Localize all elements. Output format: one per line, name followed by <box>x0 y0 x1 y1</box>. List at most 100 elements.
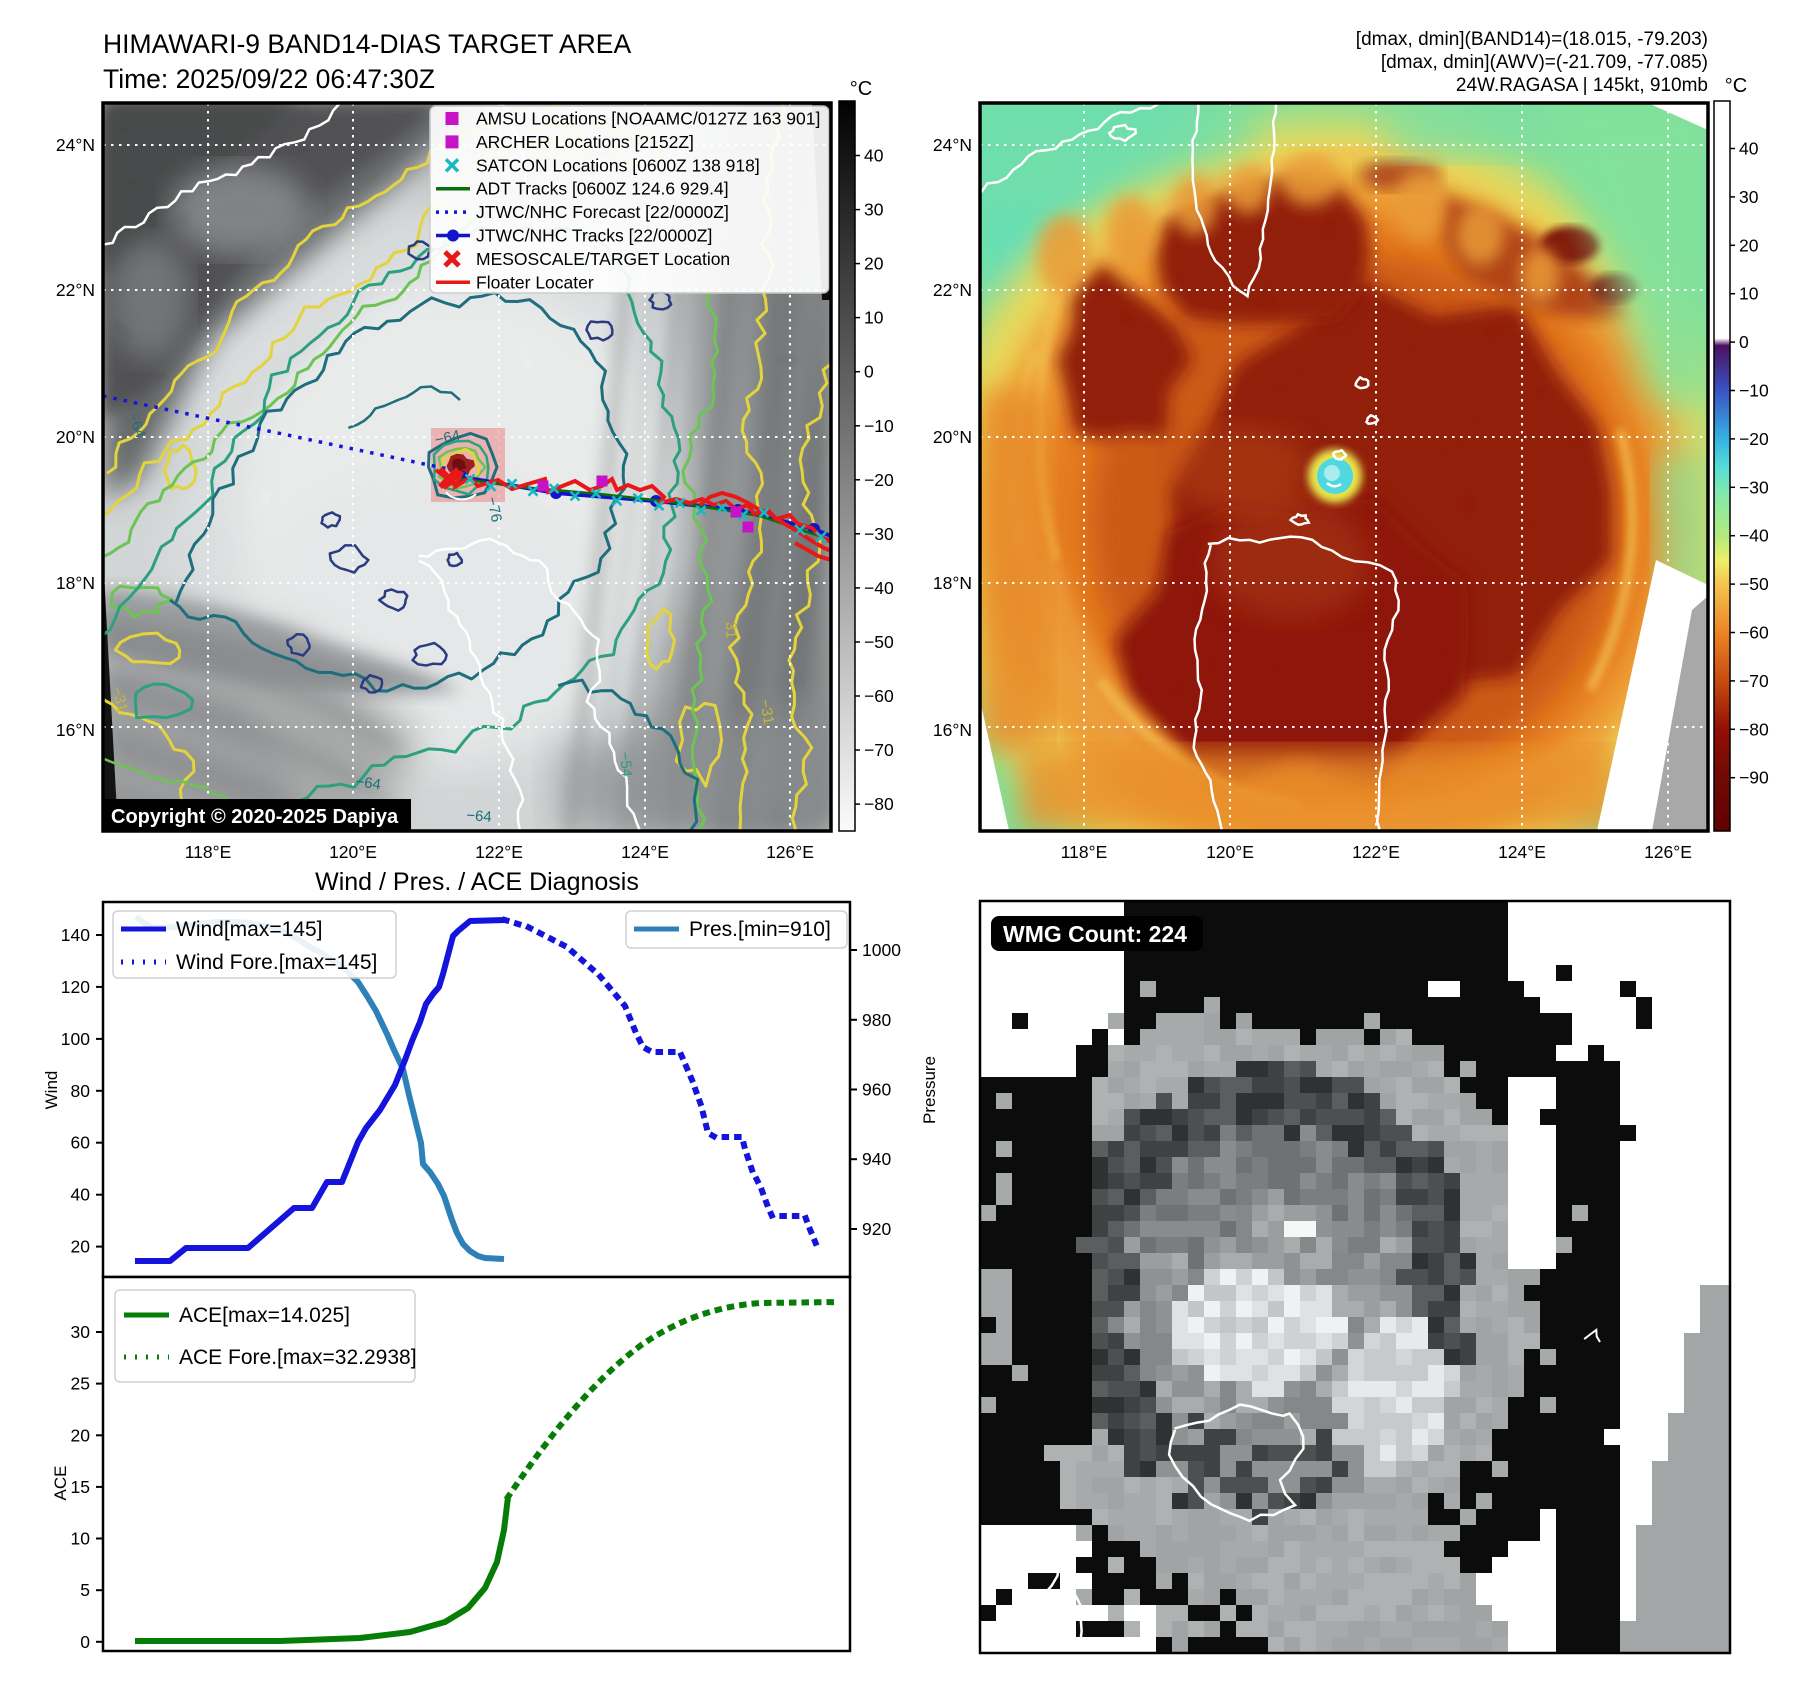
svg-text:5: 5 <box>80 1580 90 1600</box>
svg-text:118°E: 118°E <box>1061 842 1108 862</box>
svg-text:Wind Fore.[max=145]: Wind Fore.[max=145] <box>176 951 377 974</box>
svg-text:80: 80 <box>71 1081 91 1101</box>
svg-text:980: 980 <box>862 1010 891 1030</box>
svg-text:−31: −31 <box>108 685 131 714</box>
svg-text:122°E: 122°E <box>475 842 523 862</box>
svg-text:124°E: 124°E <box>621 842 669 862</box>
svg-text:120: 120 <box>61 977 90 997</box>
svg-text:0: 0 <box>80 1632 90 1652</box>
svg-text:Pressure: Pressure <box>920 1056 939 1124</box>
svg-text:118°E: 118°E <box>185 842 232 862</box>
svg-text:16°N: 16°N <box>56 720 95 740</box>
svg-text:20°N: 20°N <box>933 427 972 447</box>
svg-text:20: 20 <box>71 1425 91 1445</box>
svg-text:Pres.[min=910]: Pres.[min=910] <box>689 918 831 941</box>
svg-text:ADT Tracks [0600Z 124.6 929.4]: ADT Tracks [0600Z 124.6 929.4] <box>476 179 729 199</box>
svg-text:60: 60 <box>71 1133 91 1153</box>
svg-text:100: 100 <box>61 1029 90 1049</box>
svg-text:−20: −20 <box>864 470 894 490</box>
svg-text:40: 40 <box>1739 139 1759 159</box>
svg-text:10: 10 <box>1739 284 1759 304</box>
svg-text:24°N: 24°N <box>933 135 972 155</box>
svg-text:920: 920 <box>862 1219 891 1239</box>
svg-text:−50: −50 <box>864 632 894 652</box>
svg-text:[dmax, dmin](BAND14)=(18.015,: [dmax, dmin](BAND14)=(18.015, -79.203) <box>1356 29 1708 50</box>
svg-text:JTWC/NHC Tracks [22/0000Z]: JTWC/NHC Tracks [22/0000Z] <box>476 226 712 246</box>
svg-text:20: 20 <box>71 1237 91 1257</box>
svg-text:−70: −70 <box>1739 671 1769 691</box>
svg-text:−70: −70 <box>864 740 894 760</box>
svg-text:1000: 1000 <box>862 940 901 960</box>
svg-text:JTWC/NHC Forecast [22/0000Z]: JTWC/NHC Forecast [22/0000Z] <box>476 202 729 222</box>
svg-text:−20: −20 <box>1739 429 1769 449</box>
svg-text:−10: −10 <box>864 416 894 436</box>
svg-text:−64: −64 <box>354 773 382 793</box>
svg-text:−30: −30 <box>864 524 894 544</box>
svg-text:−50: −50 <box>1739 574 1769 594</box>
svg-text:124°E: 124°E <box>1498 842 1546 862</box>
svg-text:−80: −80 <box>1739 719 1769 739</box>
svg-text:10: 10 <box>71 1529 91 1549</box>
svg-text:40: 40 <box>71 1185 91 1205</box>
svg-text:22°N: 22°N <box>56 280 95 300</box>
svg-text:ARCHER Locations [2152Z]: ARCHER Locations [2152Z] <box>476 132 694 152</box>
svg-text:Wind[max=145]: Wind[max=145] <box>176 918 323 941</box>
svg-text:22°N: 22°N <box>933 280 972 300</box>
svg-text:ACE Fore.[max=32.2938]: ACE Fore.[max=32.2938] <box>179 1346 417 1369</box>
svg-text:15: 15 <box>71 1477 90 1497</box>
svg-text:24W.RAGASA | 145kt, 910mb: 24W.RAGASA | 145kt, 910mb <box>1456 75 1708 96</box>
svg-text:MESOSCALE/TARGET Location: MESOSCALE/TARGET Location <box>476 249 730 269</box>
svg-text:AMSU Locations [NOAAMC/0127Z 1: AMSU Locations [NOAAMC/0127Z 163 901] <box>476 109 820 129</box>
svg-text:30: 30 <box>1739 187 1759 207</box>
svg-text:−64: −64 <box>433 427 461 449</box>
svg-text:31: 31 <box>722 622 740 639</box>
svg-text:−40: −40 <box>864 578 894 598</box>
svg-text:126°E: 126°E <box>1644 842 1692 862</box>
svg-text:ACE[max=14.025]: ACE[max=14.025] <box>179 1304 350 1327</box>
svg-text:120°E: 120°E <box>1206 842 1254 862</box>
svg-text:−60: −60 <box>864 686 894 706</box>
svg-text:18°N: 18°N <box>56 573 95 593</box>
svg-text:−30: −30 <box>1739 477 1769 497</box>
svg-text:Floater Locater: Floater Locater <box>476 272 594 292</box>
svg-text:40: 40 <box>864 146 884 166</box>
svg-text:Copyright © 2020-2025 Dapiya: Copyright © 2020-2025 Dapiya <box>111 806 399 828</box>
svg-text:10: 10 <box>864 308 884 328</box>
svg-text:20: 20 <box>1739 235 1759 255</box>
svg-text:Wind / Pres. / ACE Diagnosis: Wind / Pres. / ACE Diagnosis <box>315 868 639 896</box>
svg-text:SATCON Locations [0600Z 138 91: SATCON Locations [0600Z 138 918] <box>476 155 760 175</box>
svg-text:126°E: 126°E <box>766 842 814 862</box>
svg-text:120°E: 120°E <box>329 842 377 862</box>
svg-text:°C: °C <box>850 78 872 100</box>
svg-text:Wind: Wind <box>42 1071 61 1110</box>
svg-text:30: 30 <box>71 1322 91 1342</box>
svg-text:960: 960 <box>862 1080 891 1100</box>
svg-text:122°E: 122°E <box>1352 842 1400 862</box>
svg-text:−10: −10 <box>1739 381 1769 401</box>
svg-text:−76: −76 <box>483 495 505 523</box>
svg-text:20: 20 <box>864 254 884 274</box>
svg-text:25: 25 <box>71 1374 90 1394</box>
svg-text:940: 940 <box>862 1149 891 1169</box>
svg-text:30: 30 <box>864 200 884 220</box>
svg-text:−54: −54 <box>616 751 635 778</box>
svg-text:20°N: 20°N <box>56 427 95 447</box>
svg-text:140: 140 <box>61 925 90 945</box>
svg-text:−80: −80 <box>864 794 894 814</box>
svg-text:16°N: 16°N <box>933 720 972 740</box>
svg-text:−64: −64 <box>466 807 493 826</box>
svg-text:24°N: 24°N <box>56 135 95 155</box>
svg-text:0: 0 <box>864 362 874 382</box>
svg-text:−31: −31 <box>756 698 777 726</box>
svg-text:0: 0 <box>1739 332 1749 352</box>
svg-text:WMG Count: 224: WMG Count: 224 <box>1003 921 1187 947</box>
svg-text:°C: °C <box>1725 75 1747 97</box>
svg-text:ACE: ACE <box>51 1466 70 1501</box>
svg-text:−40: −40 <box>1739 526 1769 546</box>
svg-text:[dmax, dmin](AWV)=(-21.709, -7: [dmax, dmin](AWV)=(-21.709, -77.085) <box>1381 52 1708 73</box>
svg-text:−60: −60 <box>1739 623 1769 643</box>
svg-text:Time: 2025/09/22 06:47:30Z: Time: 2025/09/22 06:47:30Z <box>103 64 435 94</box>
svg-text:−90: −90 <box>1739 768 1769 788</box>
svg-text:18°N: 18°N <box>933 573 972 593</box>
svg-text:HIMAWARI-9 BAND14-DIAS TARGET: HIMAWARI-9 BAND14-DIAS TARGET AREA <box>103 29 631 59</box>
